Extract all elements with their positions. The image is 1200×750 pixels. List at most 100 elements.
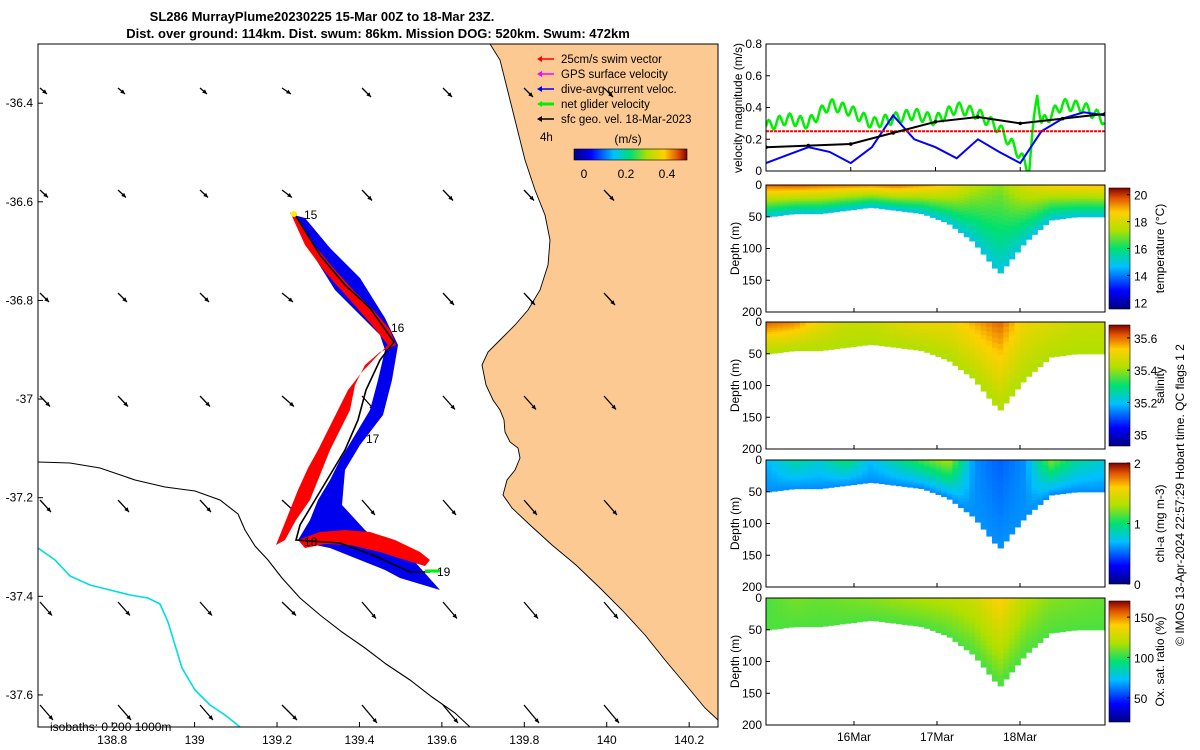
section-cell bbox=[1037, 324, 1044, 329]
section-cell bbox=[1031, 340, 1038, 345]
section-cell bbox=[997, 206, 1004, 214]
section-cell bbox=[867, 468, 874, 471]
section-cell bbox=[1037, 473, 1044, 478]
section-cell bbox=[1025, 648, 1033, 653]
section-cell bbox=[941, 480, 948, 484]
section-cell bbox=[782, 199, 790, 203]
section-cell bbox=[895, 336, 903, 339]
section-cell bbox=[980, 615, 987, 621]
section-cell bbox=[907, 322, 914, 325]
section-cell bbox=[901, 325, 908, 328]
section-cell bbox=[929, 628, 937, 631]
sfc-velocity-arrow bbox=[117, 292, 128, 303]
section-cell bbox=[811, 322, 818, 325]
section-cell bbox=[771, 623, 778, 626]
section-cell bbox=[845, 607, 852, 610]
section-cell bbox=[918, 323, 925, 327]
section-cell bbox=[766, 603, 773, 607]
section-cell bbox=[1025, 342, 1033, 347]
section-cell bbox=[822, 468, 829, 472]
section-cell bbox=[1025, 188, 1033, 193]
section-cell bbox=[1099, 333, 1105, 337]
section-cell bbox=[1099, 323, 1105, 327]
section-cell bbox=[963, 617, 970, 622]
section-cell bbox=[845, 186, 852, 189]
section-cell bbox=[811, 197, 818, 200]
section-cell bbox=[986, 256, 993, 262]
section-cell bbox=[879, 198, 886, 201]
section-cell bbox=[969, 611, 976, 617]
section-cell bbox=[997, 393, 1004, 400]
section-cell bbox=[1082, 605, 1089, 609]
section-cell bbox=[1088, 473, 1095, 477]
section-cell bbox=[828, 608, 835, 611]
section-cell bbox=[997, 185, 1004, 192]
section-cell bbox=[788, 617, 795, 621]
section-cell bbox=[1020, 322, 1027, 327]
section-cell bbox=[782, 333, 790, 336]
section-cell bbox=[766, 341, 773, 345]
section-cell bbox=[1065, 598, 1072, 601]
section-cell bbox=[1008, 460, 1016, 466]
section-cell bbox=[941, 632, 948, 636]
section-cell bbox=[907, 619, 914, 623]
section-cell bbox=[924, 486, 931, 489]
section-cell bbox=[833, 341, 841, 345]
section-cell bbox=[766, 208, 773, 212]
section-cell bbox=[963, 598, 970, 602]
section-cell bbox=[1042, 625, 1050, 629]
section-cell bbox=[884, 619, 891, 622]
section-cell bbox=[986, 598, 993, 604]
section-cell bbox=[777, 620, 784, 624]
section-cell bbox=[1093, 477, 1100, 481]
section-cell bbox=[816, 605, 824, 608]
section-cell bbox=[895, 339, 903, 342]
section-cell bbox=[986, 213, 993, 219]
section-cell bbox=[1082, 465, 1089, 469]
section-cell bbox=[1037, 185, 1044, 189]
section-cell bbox=[946, 331, 954, 335]
section-cell bbox=[963, 482, 970, 487]
section-cell bbox=[1025, 235, 1033, 240]
section-cell bbox=[929, 324, 937, 327]
section-cell bbox=[1003, 230, 1010, 237]
section-cell bbox=[986, 493, 993, 499]
section-cell bbox=[771, 333, 778, 337]
section-cell bbox=[1042, 496, 1050, 501]
section-cell bbox=[929, 460, 937, 463]
section-cell bbox=[1020, 185, 1027, 190]
section-cell bbox=[1031, 607, 1038, 611]
section-cell bbox=[941, 198, 948, 202]
section-cell bbox=[1014, 460, 1021, 465]
section-cell bbox=[1014, 384, 1021, 390]
section-cell bbox=[1031, 334, 1038, 338]
section-cell bbox=[997, 404, 1004, 411]
section-cell bbox=[839, 346, 846, 349]
section-cell bbox=[1048, 195, 1055, 199]
section-cell bbox=[1099, 192, 1105, 196]
section-cell bbox=[1082, 621, 1089, 625]
section-cell bbox=[839, 604, 846, 607]
section-cell bbox=[963, 207, 970, 212]
section-cell bbox=[822, 463, 829, 466]
section-cell bbox=[805, 336, 812, 339]
section-cell bbox=[980, 636, 987, 642]
section-cell bbox=[1093, 605, 1100, 609]
section-cell bbox=[867, 607, 874, 610]
section-cell bbox=[1071, 201, 1078, 204]
section-cell bbox=[1099, 463, 1105, 467]
section-cell bbox=[895, 346, 903, 349]
section-cell bbox=[873, 323, 880, 326]
section-cell bbox=[833, 481, 841, 484]
section-cell bbox=[771, 322, 778, 325]
section-cell bbox=[867, 609, 874, 612]
section-cell bbox=[963, 341, 970, 346]
section-cell bbox=[1093, 599, 1100, 603]
section-cell bbox=[828, 202, 835, 205]
section-cell bbox=[924, 203, 931, 207]
section-cell bbox=[805, 621, 812, 624]
section-cell bbox=[1048, 343, 1055, 347]
section-cell bbox=[1042, 189, 1050, 193]
section-cell bbox=[986, 460, 993, 466]
section-cell bbox=[929, 189, 937, 192]
